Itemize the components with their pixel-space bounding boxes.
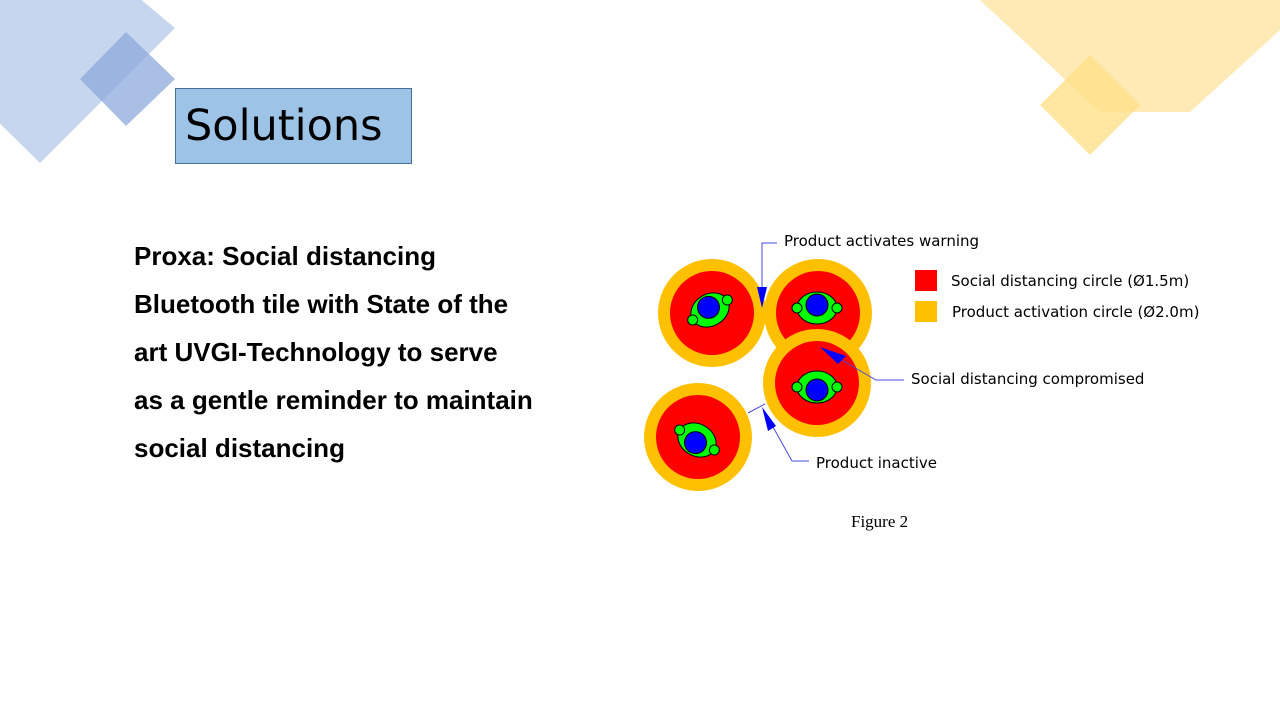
slide-title: Solutions (185, 101, 383, 151)
callout-warning-label: Product activates warning (784, 232, 979, 250)
legend-label: Product activation circle (Ø2.0m) (952, 303, 1199, 321)
figure-caption: Figure 2 (851, 512, 909, 531)
yellow-diamond-decoration (980, 0, 1280, 155)
body-line: as a gentle reminder to maintain (134, 385, 533, 415)
body-line: social distancing (134, 433, 345, 463)
legend-swatch-orange (915, 301, 937, 322)
body-text: Proxa: Social distancing Bluetooth tile … (134, 232, 574, 472)
blue-diamond-decoration (0, 0, 175, 163)
callout-compromised: Social distancing compromised (820, 347, 1144, 388)
legend-swatch-red (915, 270, 937, 291)
callout-inactive: Product inactive (747, 403, 937, 472)
callout-warning: Product activates warning (757, 232, 979, 308)
person-zone-top-left (658, 259, 766, 367)
body-line: art UVGI-Technology to serve (134, 337, 498, 367)
legend-label: Social distancing circle (Ø1.5m) (951, 272, 1189, 290)
body-line: Proxa: Social distancing (134, 241, 436, 271)
title-box: Solutions (175, 88, 412, 164)
person-zone-bottom-left (644, 383, 752, 491)
callout-inactive-label: Product inactive (816, 454, 937, 472)
legend: Social distancing circle (Ø1.5m) Product… (915, 270, 1199, 322)
body-line: Bluetooth tile with State of the (134, 289, 509, 319)
person-zone-middle (763, 329, 871, 437)
callout-compromised-label: Social distancing compromised (911, 370, 1144, 388)
